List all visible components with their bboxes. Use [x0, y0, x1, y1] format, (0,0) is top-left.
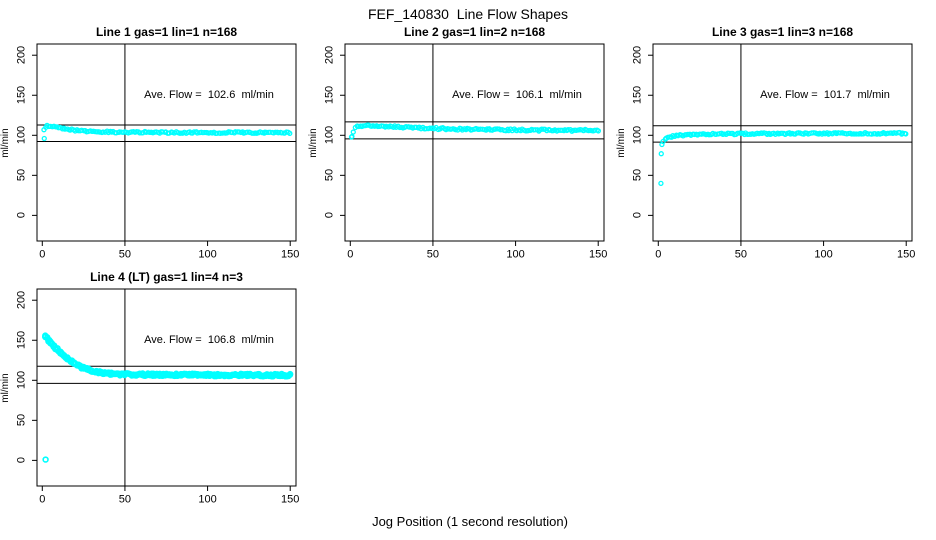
data-points: [658, 129, 909, 186]
avg-flow-annotation: Ave. Flow = 106.8 ml/min: [144, 334, 274, 347]
x-tick-label: 50: [118, 248, 132, 261]
x-tick-label: 150: [897, 248, 916, 261]
outlier-point: [658, 151, 664, 157]
data-point: [691, 131, 697, 138]
y-tick-label: 200: [15, 291, 28, 310]
panel-box: [36, 43, 297, 242]
x-tick-label: 150: [281, 493, 300, 506]
data-points: [348, 122, 602, 140]
y-tick-label: 0: [15, 457, 28, 464]
panel-4: [32, 288, 297, 491]
y-tick-label: 100: [15, 371, 28, 390]
data-point: [885, 130, 891, 136]
y-tick-label: 150: [323, 86, 336, 105]
data-point: [197, 371, 204, 378]
y-tick-label: 200: [631, 46, 644, 65]
y-tick-label: 0: [15, 212, 28, 219]
y-tick-label: 200: [15, 46, 28, 65]
data-point: [903, 131, 909, 137]
panel-box: [344, 43, 605, 242]
panel-box: [652, 43, 913, 242]
y-tick-label: 50: [15, 169, 28, 182]
panel-1: [32, 43, 297, 246]
y-axis-label: ml/min: [0, 127, 11, 158]
outlier-point: [41, 135, 47, 142]
panel-title: Line 3 gas=1 lin=3 n=168: [711, 25, 854, 39]
data-point: [278, 130, 285, 136]
x-tick-label: 150: [589, 248, 608, 261]
x-tick-label: 150: [281, 248, 300, 261]
outlier-point: [658, 180, 664, 186]
data-point: [287, 130, 293, 136]
x-tick-label: 0: [39, 493, 46, 506]
data-point: [595, 128, 602, 134]
panel-title: Line 2 gas=1 lin=2 n=168: [403, 25, 546, 39]
y-tick-label: 100: [15, 126, 28, 145]
y-axis-label: ml/min: [616, 127, 627, 158]
y-tick-label: 150: [631, 86, 644, 105]
x-tick-label: 50: [734, 248, 748, 261]
data-point: [159, 129, 166, 135]
panel-box: [36, 288, 297, 487]
y-axis-label: ml/min: [308, 127, 319, 158]
y-tick-label: 100: [323, 126, 336, 145]
avg-flow-annotation: Ave. Flow = 102.6 ml/min: [144, 89, 274, 102]
y-tick-label: 50: [631, 169, 644, 182]
main-title: FEF_140830 Line Flow Shapes: [367, 6, 569, 22]
x-tick-label: 100: [198, 248, 217, 261]
y-tick-label: 0: [631, 212, 644, 219]
data-point: [137, 130, 143, 136]
x-tick-label: 100: [814, 248, 833, 261]
y-tick-label: 100: [631, 126, 644, 145]
data-point: [97, 129, 103, 135]
outlier-point: [349, 133, 355, 140]
panel-2: [340, 43, 605, 246]
x-tick-label: 50: [426, 248, 440, 261]
data-point: [286, 370, 294, 378]
data-point: [726, 130, 732, 137]
y-tick-label: 150: [15, 86, 28, 105]
data-point: [452, 127, 459, 133]
y-tick-label: 150: [15, 331, 28, 350]
outlier-point: [42, 456, 49, 463]
avg-flow-annotation: Ave. Flow = 106.1 ml/min: [452, 89, 582, 102]
x-tick-label: 50: [118, 493, 132, 506]
x-tick-label: 0: [655, 248, 662, 261]
y-tick-label: 50: [15, 414, 28, 427]
avg-flow-annotation: Ave. Flow = 101.7 ml/min: [760, 89, 890, 102]
y-tick-label: 200: [323, 46, 336, 65]
x-tick-label: 100: [198, 493, 217, 506]
data-points: [42, 332, 294, 463]
data-point: [350, 129, 356, 135]
x-axis-label: Jog Position (1 second resolution): [372, 514, 568, 529]
data-point: [244, 129, 250, 135]
x-tick-label: 0: [347, 248, 354, 261]
y-axis-label: ml/min: [0, 372, 11, 403]
data-point: [413, 124, 419, 130]
data-point: [275, 130, 282, 136]
data-point: [685, 131, 691, 138]
panel-title: Line 4 (LT) gas=1 lin=4 n=3: [90, 270, 243, 284]
x-tick-label: 0: [39, 248, 46, 261]
data-points: [41, 122, 293, 142]
data-point: [272, 129, 279, 135]
panel-title: Line 1 gas=1 lin=1 n=168: [95, 25, 238, 39]
x-tick-label: 100: [506, 248, 525, 261]
panel-3: [648, 43, 913, 246]
data-point: [539, 126, 545, 132]
outlier-point: [659, 141, 665, 148]
y-tick-label: 0: [323, 212, 336, 219]
y-tick-label: 50: [323, 169, 336, 182]
